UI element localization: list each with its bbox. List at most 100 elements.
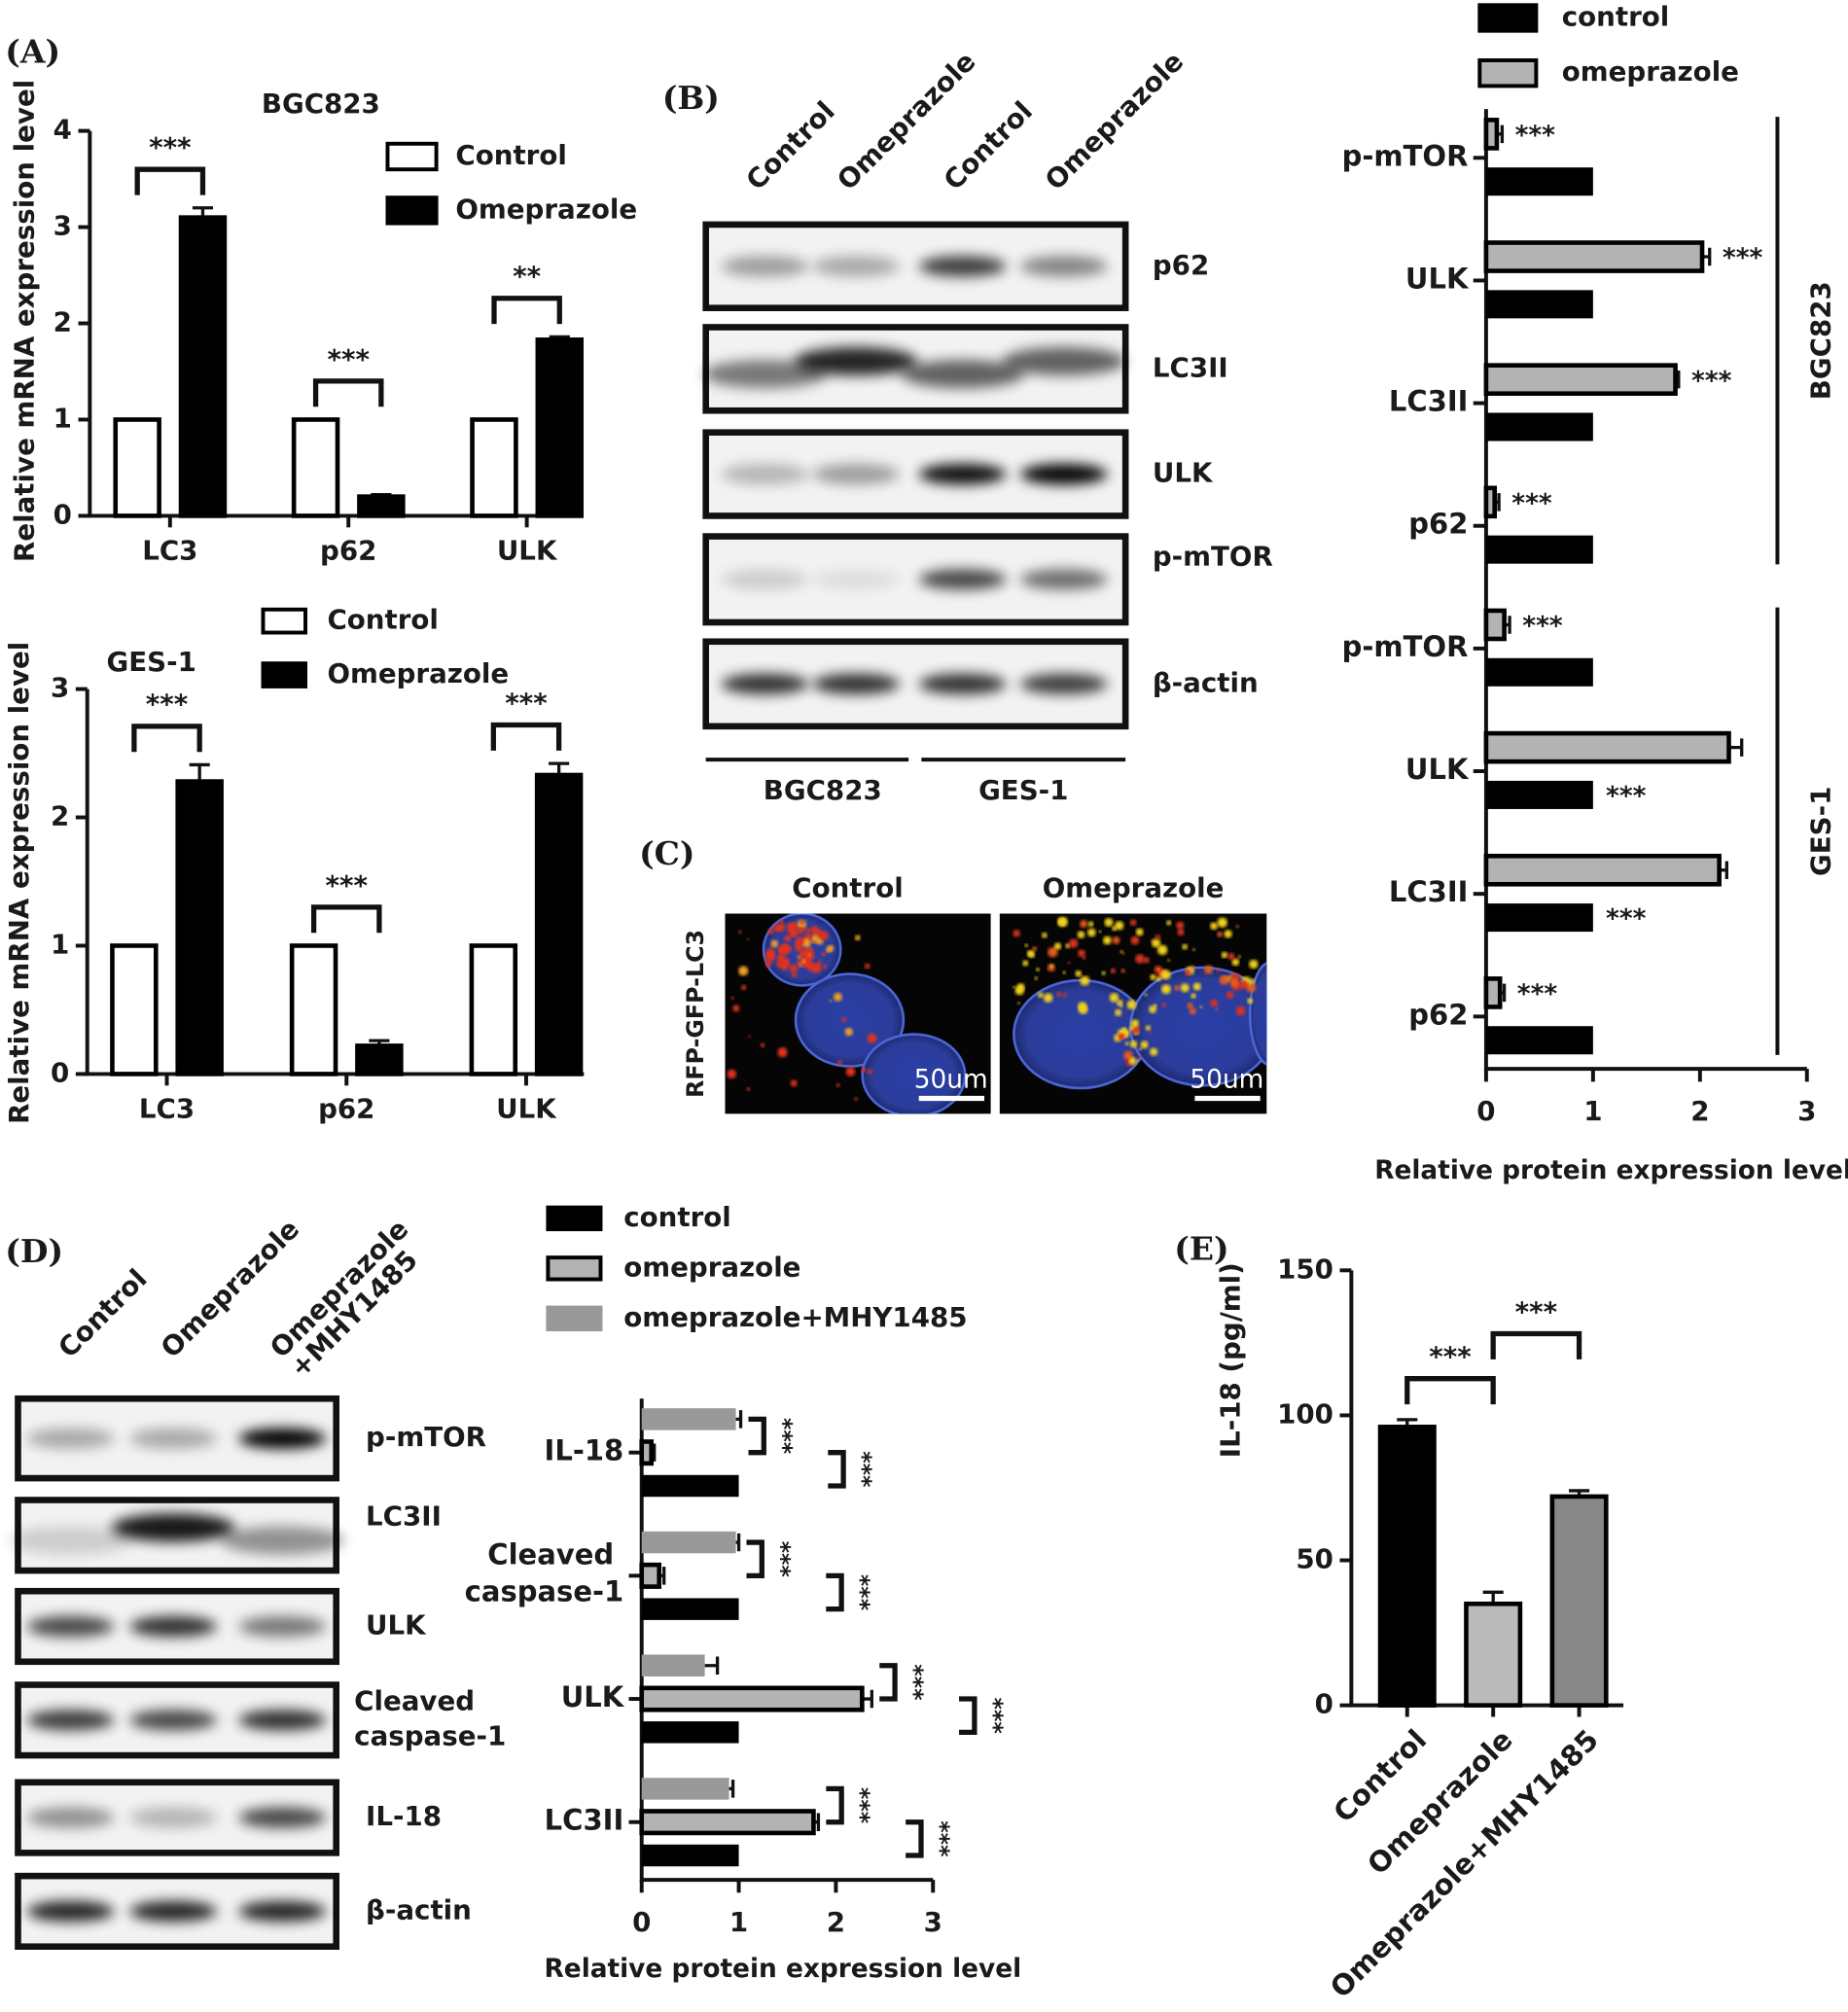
puncta — [1062, 971, 1066, 974]
significance-bracket — [1490, 1330, 1582, 1359]
blot-band — [238, 1428, 327, 1449]
bar — [470, 417, 518, 518]
puncta — [1126, 1000, 1137, 1010]
puncta — [1130, 1019, 1139, 1028]
legend-swatch — [385, 195, 439, 226]
puncta — [795, 943, 803, 952]
puncta — [1056, 991, 1062, 997]
x-tick-label: 2 — [827, 1906, 845, 1938]
x-tick-label: ULK — [497, 534, 558, 566]
puncta — [1192, 982, 1201, 991]
puncta — [836, 1060, 842, 1066]
blot-band — [26, 1615, 115, 1638]
puncta — [1080, 920, 1088, 928]
puncta — [1180, 983, 1190, 993]
puncta — [844, 1027, 853, 1037]
puncta — [1077, 931, 1085, 939]
puncta — [746, 937, 750, 941]
chart-title: GES-1 — [107, 646, 196, 678]
puncta — [1130, 935, 1140, 945]
bar — [641, 1721, 739, 1744]
legend-label: omeprazole — [623, 1251, 800, 1283]
bar — [1485, 1026, 1593, 1055]
puncta — [764, 952, 775, 962]
puncta — [727, 1069, 737, 1079]
puncta — [1136, 1059, 1140, 1062]
micrograph-content — [1013, 916, 1267, 1090]
y-axis-label: IL-18 (pg/ml) — [1215, 1262, 1247, 1458]
x-tick-label: 1 — [1583, 1095, 1602, 1127]
puncta — [1235, 924, 1239, 929]
bar — [1483, 485, 1498, 519]
puncta — [1148, 1031, 1152, 1035]
puncta — [1217, 931, 1224, 937]
significance-bracket — [312, 378, 384, 407]
puncta — [1204, 965, 1214, 974]
puncta — [777, 1047, 788, 1058]
puncta — [1191, 965, 1195, 970]
micrograph-content — [727, 913, 967, 1114]
bar — [1549, 1494, 1609, 1708]
puncta — [822, 964, 828, 970]
blot-row-label: Cleaved caspase-1 — [354, 1684, 506, 1751]
puncta — [1156, 944, 1168, 956]
significance-bracket — [310, 904, 382, 934]
y-tick-label: p-mTOR — [1342, 139, 1469, 172]
puncta — [1229, 978, 1239, 988]
x-tick-label: LC3 — [142, 534, 197, 566]
significance-label: *** — [1606, 905, 1647, 935]
puncta — [1224, 930, 1232, 938]
nucleus — [861, 1033, 967, 1114]
blot-band — [129, 1710, 217, 1731]
puncta — [1160, 970, 1171, 980]
bar — [1485, 780, 1593, 809]
scale-bar-label: 50um — [1190, 1066, 1263, 1095]
bar — [641, 1778, 729, 1800]
y-tick-label: 2 — [53, 306, 72, 338]
significance-label: *** — [1515, 122, 1556, 151]
puncta — [730, 996, 734, 1001]
significance-bracket — [746, 1539, 764, 1579]
legend-label: Control — [327, 604, 438, 636]
significance-label: *** — [901, 1664, 928, 1700]
micrograph-column-label: Omeprazole — [1043, 871, 1225, 903]
legend-label: Control — [455, 139, 566, 171]
significance-bracket — [826, 1572, 844, 1612]
y-tick-label: p62 — [1408, 998, 1468, 1031]
puncta — [1249, 959, 1259, 970]
puncta — [1026, 950, 1034, 957]
bar — [1485, 167, 1593, 196]
bar — [1485, 290, 1593, 319]
puncta — [1101, 971, 1106, 975]
puncta — [772, 924, 781, 933]
puncta — [1121, 952, 1125, 956]
y-tick-label: LC3II — [1389, 385, 1469, 418]
significance-bracket — [906, 1819, 924, 1858]
puncta — [1057, 916, 1068, 928]
puncta — [1237, 955, 1241, 959]
puncta — [1221, 951, 1228, 959]
x-tick-label: 3 — [1797, 1095, 1816, 1127]
puncta — [829, 999, 833, 1003]
puncta — [797, 926, 805, 935]
y-tick-label: 1 — [51, 928, 69, 960]
error-bar — [189, 762, 210, 782]
group-label: GES-1 — [1805, 787, 1837, 876]
puncta — [833, 992, 842, 1002]
puncta — [1249, 978, 1256, 984]
blot-row-label: β-actin — [1153, 666, 1259, 698]
puncta — [791, 971, 798, 978]
legend-label: omeprazole — [1562, 55, 1739, 88]
y-tick-label: 1 — [53, 402, 72, 434]
bar — [639, 1562, 662, 1589]
significance-label: *** — [849, 1451, 876, 1487]
puncta — [801, 959, 806, 964]
puncta — [1067, 961, 1071, 965]
blot-band — [918, 256, 1007, 277]
significance-bracket — [879, 1663, 898, 1702]
nucleus — [1248, 962, 1267, 1066]
significance-bracket — [491, 296, 562, 325]
bar — [641, 1474, 739, 1498]
blot-row-label: p-mTOR — [1153, 540, 1273, 572]
blot-group-label: GES-1 — [978, 774, 1068, 806]
